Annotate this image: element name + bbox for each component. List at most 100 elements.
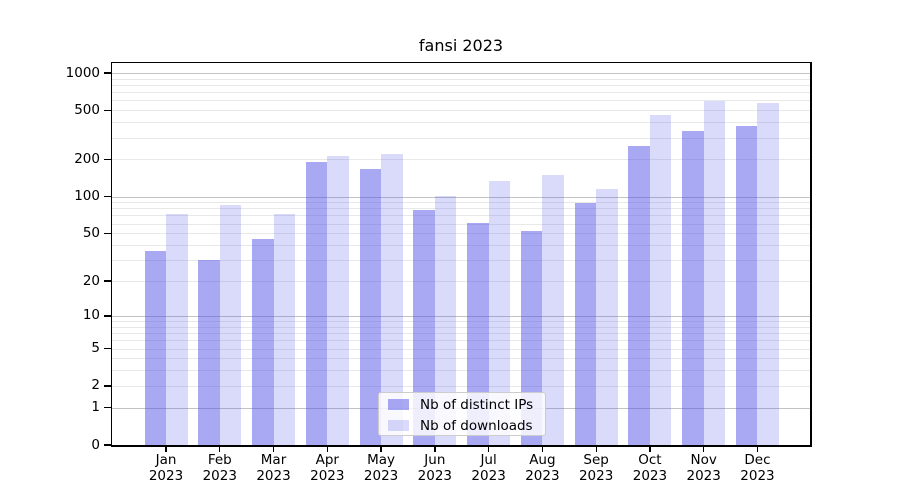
y-axis-tick	[104, 195, 111, 198]
y-axis-tick-label: 2	[91, 377, 100, 394]
bar-downloads-dec	[757, 103, 779, 445]
y-axis-tick	[104, 158, 111, 161]
bar-downloads-jan	[166, 213, 188, 445]
legend-item-distinct-ips: Nb of distinct IPs	[379, 395, 545, 414]
bar-downloads-oct	[649, 114, 672, 445]
y-axis-tick-label: 100	[74, 188, 100, 204]
y-axis-tick-label: 10	[82, 307, 100, 324]
plot-border-right	[810, 61, 812, 447]
bar-downloads-feb	[219, 204, 242, 445]
x-axis-tick-label: Aug 2023	[525, 452, 560, 484]
minor-gridline	[112, 245, 810, 247]
x-axis-tick	[380, 446, 382, 452]
legend-swatch-downloads	[388, 420, 409, 431]
minor-gridline	[112, 122, 810, 124]
x-axis-tick-label: Jan 2023	[148, 452, 184, 484]
minor-gridline	[112, 260, 810, 262]
y-axis-tick-label: 1000	[65, 64, 100, 81]
y-axis-tick-label: 5	[91, 340, 100, 357]
y-axis-tick-label: 0	[91, 436, 100, 453]
x-axis-tick-label: Nov 2023	[686, 452, 721, 484]
bar-distinct-ips-apr	[305, 162, 328, 445]
x-axis-tick	[541, 446, 544, 452]
minor-gridline	[112, 333, 810, 335]
bar-downloads-apr	[327, 155, 349, 445]
x-axis-tick	[326, 446, 328, 452]
y-axis-tick	[104, 232, 111, 234]
y-axis-tick	[104, 315, 111, 317]
x-axis-tick	[756, 446, 759, 452]
x-axis-tick-label: Dec 2023	[740, 452, 775, 484]
minor-gridline	[112, 137, 810, 139]
minor-gridline	[112, 100, 810, 102]
minor-gridline	[112, 208, 810, 210]
y-axis-tick-label: 200	[74, 150, 100, 167]
bar-downloads-may	[381, 154, 403, 445]
minor-gridline	[112, 326, 810, 328]
x-axis-tick	[219, 446, 221, 452]
legend-item-downloads: Nb of downloads	[379, 416, 545, 435]
x-axis-tick	[488, 446, 490, 452]
y-axis-tick	[104, 347, 111, 350]
x-axis-tick	[649, 446, 651, 452]
minor-gridline	[112, 110, 810, 112]
minor-gridline	[112, 321, 810, 323]
major-gridline	[112, 315, 810, 317]
x-axis-tick-label: Mar 2023	[256, 452, 291, 484]
minor-gridline	[112, 215, 810, 217]
bar-distinct-ips-sep	[574, 203, 597, 445]
minor-gridline	[112, 348, 810, 350]
plot-border-top	[110, 61, 812, 63]
bar-distinct-ips-aug	[520, 231, 543, 445]
x-axis-tick	[703, 446, 705, 452]
minor-gridline	[112, 159, 810, 161]
minor-gridline	[112, 370, 810, 372]
legend: Nb of distinct IPs Nb of downloads	[378, 392, 546, 436]
minor-gridline	[112, 202, 810, 204]
x-axis-tick	[165, 446, 167, 452]
minor-gridline	[112, 233, 810, 235]
major-gridline	[112, 196, 810, 198]
bar-distinct-ips-oct	[628, 146, 650, 445]
x-axis-tick	[434, 446, 436, 452]
x-axis-tick	[595, 446, 597, 452]
plot-border-bottom	[110, 445, 812, 447]
x-axis-tick-label: Apr 2023	[310, 452, 345, 484]
bar-downloads-jun	[434, 195, 457, 445]
y-axis-tick	[104, 109, 111, 111]
bar-downloads-mar	[273, 213, 296, 445]
legend-label-distinct-ips: Nb of distinct IPs	[420, 396, 534, 413]
bar-downloads-nov	[703, 100, 726, 445]
y-axis-tick	[104, 444, 111, 446]
y-axis-tick-label: 50	[82, 224, 100, 241]
bar-distinct-ips-nov	[682, 130, 704, 445]
legend-label-downloads: Nb of downloads	[420, 417, 533, 434]
legend-swatch-distinct-ips	[388, 399, 409, 410]
bar-distinct-ips-jun	[413, 210, 435, 445]
bar-downloads-aug	[542, 174, 564, 445]
bar-distinct-ips-dec	[735, 125, 758, 445]
y-axis-tick	[104, 385, 111, 387]
y-axis-tick-label: 1	[91, 399, 100, 416]
y-axis-tick-label: 20	[82, 272, 100, 289]
bar-distinct-ips-feb	[198, 260, 220, 445]
bar-distinct-ips-jul	[467, 222, 489, 445]
y-axis-tick	[104, 72, 111, 74]
plot-border-left	[110, 61, 112, 447]
minor-gridline	[112, 385, 810, 387]
minor-gridline	[112, 92, 810, 94]
bar-downloads-sep	[596, 188, 618, 445]
x-axis-tick-label: Oct 2023	[632, 452, 668, 484]
minor-gridline	[112, 340, 810, 342]
minor-gridline	[112, 85, 810, 86]
y-axis-tick-label: 500	[74, 101, 100, 118]
x-axis-tick-label: Feb 2023	[202, 452, 237, 484]
bar-distinct-ips-may	[359, 169, 382, 445]
bar-downloads-jul	[488, 180, 511, 445]
x-axis-tick	[272, 446, 275, 452]
minor-gridline	[112, 78, 810, 80]
chart-title: fansi 2023	[418, 36, 504, 55]
x-axis-tick-label: Sep 2023	[578, 452, 614, 484]
bar-distinct-ips-jan	[144, 250, 166, 445]
bar-distinct-ips-mar	[252, 238, 274, 445]
